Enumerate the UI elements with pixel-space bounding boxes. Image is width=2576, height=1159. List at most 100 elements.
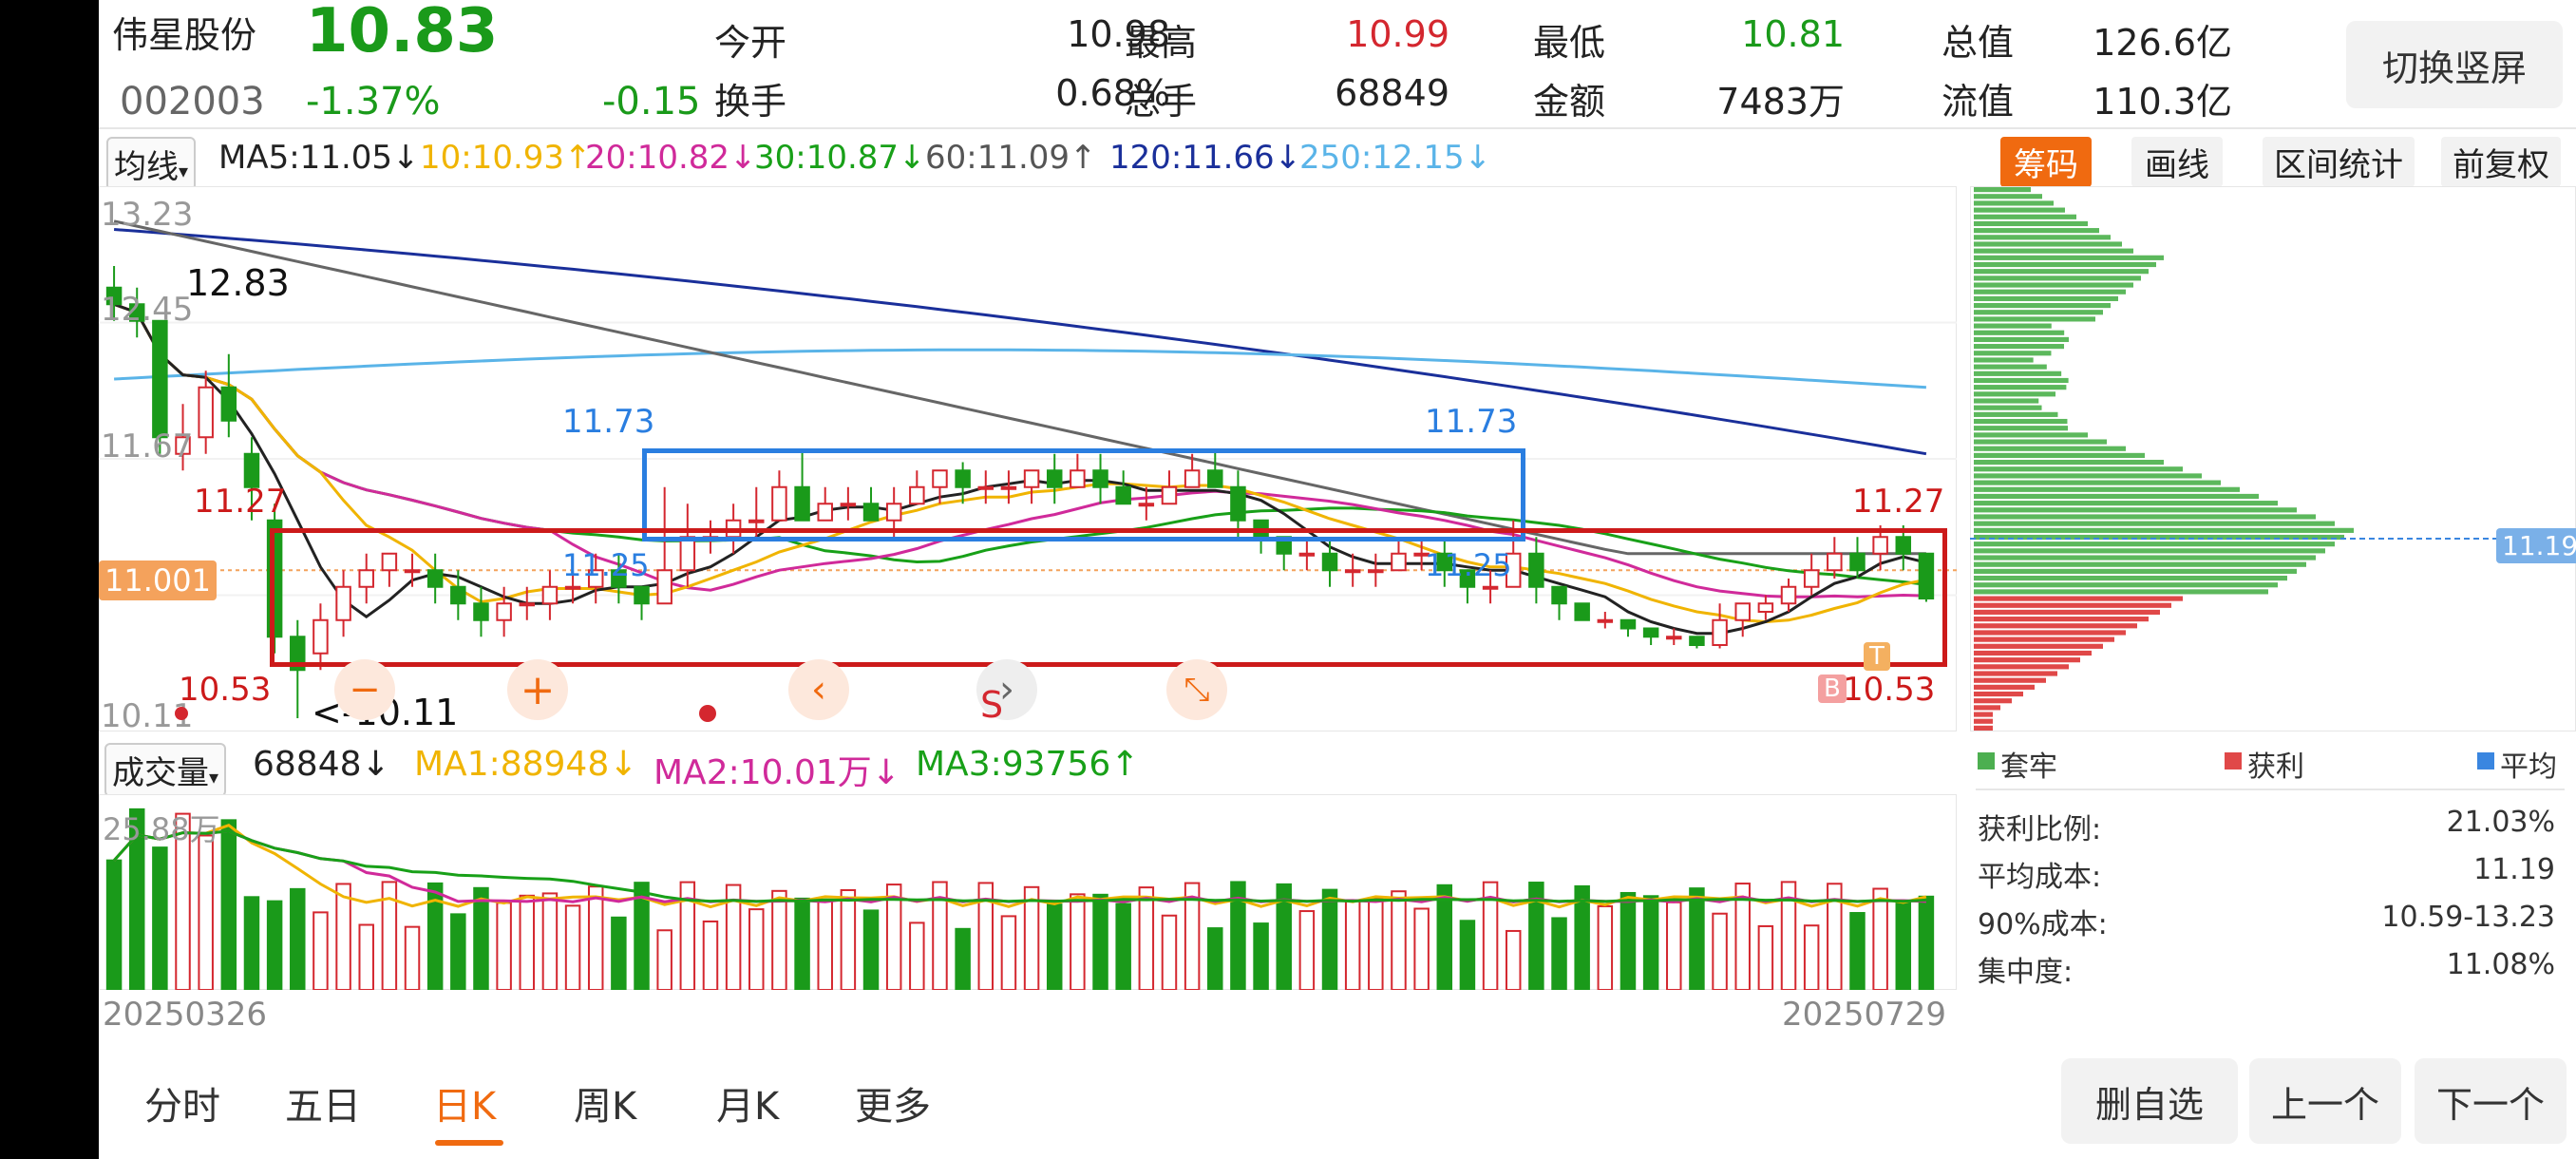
candle-body [1642, 627, 1659, 638]
chip-trapped-bar [1974, 473, 2202, 479]
volume-bar [794, 897, 810, 990]
chip-trapped-bar [1974, 582, 2278, 588]
volume-bar [817, 898, 833, 990]
volume-bar [1619, 891, 1637, 990]
ma-selector[interactable]: 均线▾ [106, 137, 197, 191]
kline-chart[interactable] [99, 186, 1957, 732]
collapse-icon[interactable]: ⤡ [1166, 659, 1227, 720]
red-box-left-top: 11.27 [194, 483, 287, 521]
sell-marker: S [980, 684, 1004, 726]
chip-trapped-bar [1974, 439, 2107, 445]
avg-cost-value: 11.19 [2473, 853, 2555, 886]
candle-body [1666, 636, 1682, 640]
volume-selector-label: 成交量 [112, 754, 209, 792]
chip-trapped-bar [1974, 241, 2122, 247]
volume-bar [335, 883, 351, 990]
volume-bar [313, 911, 329, 990]
chip-trapped-bar [1974, 370, 2062, 376]
candle-body [1344, 569, 1361, 574]
candle-body [220, 386, 237, 422]
chip-profit-bar [1974, 643, 2103, 649]
volume-bar [725, 884, 742, 990]
volume-bar [932, 881, 948, 990]
chip-trapped-bar [1974, 501, 2278, 506]
ma20-value: 20:10.82↓ [585, 139, 757, 177]
volume-chart[interactable] [99, 794, 1957, 990]
trapped-legend: 套牢 [2000, 750, 2057, 784]
candle-body [152, 319, 168, 439]
chip-trapped-bar [1974, 561, 2306, 567]
delete-watchlist-button[interactable]: 删自选 [2061, 1058, 2238, 1144]
chip-profit-bar [1974, 725, 1993, 731]
chevron-left-icon[interactable]: ‹ [788, 659, 849, 720]
chip-profit-bar [1974, 698, 2012, 704]
tab-5[interactable]: 更多 [855, 1085, 931, 1129]
chip-trapped-bar [1974, 514, 2316, 520]
turnover-value: 0.68% [1055, 72, 1170, 114]
plus-icon[interactable]: + [507, 659, 568, 720]
chip-trapped-bar [1974, 385, 2067, 390]
chevron-right-icon[interactable]: › [976, 659, 1037, 720]
candle-body [175, 436, 191, 455]
tab-4[interactable]: 月K [716, 1085, 780, 1129]
prev-stock-button[interactable]: 上一个 [2249, 1058, 2401, 1144]
profit-legend-swatch [2225, 752, 2242, 770]
candle-body [748, 519, 765, 523]
change-pct: -1.37% [306, 80, 441, 124]
tab-adjust[interactable]: 前复权 [2441, 137, 2561, 187]
tab-1[interactable]: 五日 [285, 1085, 361, 1129]
buy-marker[interactable]: B [1818, 674, 1847, 703]
next-stock-button[interactable]: 下一个 [2415, 1058, 2567, 1144]
volume-bar [1092, 893, 1108, 990]
red-range-box[interactable] [270, 528, 1947, 667]
blue-range-box[interactable] [642, 448, 1525, 542]
chip-trapped-bar [1974, 452, 2145, 458]
chip-trapped-bar [1974, 200, 2054, 206]
candle-body [587, 569, 604, 588]
chip-trapped-bar [1974, 194, 2042, 200]
volume-bar [656, 929, 672, 990]
t-marker[interactable]: T [1864, 642, 1890, 671]
chip-trapped-bar [1974, 302, 2111, 309]
candle-body [1528, 552, 1544, 588]
switch-portrait-button[interactable]: 切换竖屏 [2346, 21, 2563, 108]
average-legend: 平均 [2500, 750, 2557, 784]
chip-trapped-bar [1974, 330, 2065, 335]
volume-bar [977, 882, 994, 990]
ma60-value: 60:11.09↑ [925, 139, 1097, 177]
candle-body [1070, 469, 1086, 488]
candle-body [128, 303, 145, 322]
tab-draw[interactable]: 画线 [2131, 137, 2223, 187]
axis-top: 13.23 [101, 196, 194, 234]
volume-bar [1276, 883, 1292, 990]
volume-bar [220, 819, 237, 990]
volume-bar [611, 916, 627, 990]
chip-trapped-bar [1974, 589, 2268, 595]
red-box-right-bottom: 10.53 [1843, 671, 1936, 709]
chip-trapped-bar [1974, 521, 2335, 526]
tab-chips[interactable]: 筹码 [2000, 137, 2092, 187]
candle-body [519, 602, 536, 607]
tab-0[interactable]: 分时 [144, 1085, 220, 1129]
tab-3[interactable]: 周K [574, 1085, 637, 1129]
dot-marker-icon-left [175, 707, 188, 720]
chip-profit-bar [1974, 684, 2035, 690]
chip-trapped-bar [1974, 187, 2031, 193]
volume-bar [1712, 912, 1728, 990]
candle-body [335, 585, 351, 621]
volume-selector[interactable]: 成交量▾ [104, 743, 227, 797]
chip-profit-bar [1974, 664, 2069, 670]
candle-body [656, 569, 672, 605]
mktcap-label: 总值 [1941, 22, 2015, 64]
volume-bar [862, 909, 880, 990]
tab-2[interactable]: 日K [433, 1085, 497, 1129]
volume-bar [1689, 887, 1705, 990]
ma120-line [113, 228, 1927, 456]
tab-range-stats[interactable]: 区间统计 [2263, 137, 2415, 187]
volume-bar [496, 902, 512, 990]
candle-body [840, 503, 857, 507]
minus-icon[interactable]: − [334, 659, 395, 720]
chip-trapped-bar [1974, 466, 2183, 472]
candle-body [862, 503, 880, 522]
stock-name: 伟星股份 [112, 14, 257, 56]
